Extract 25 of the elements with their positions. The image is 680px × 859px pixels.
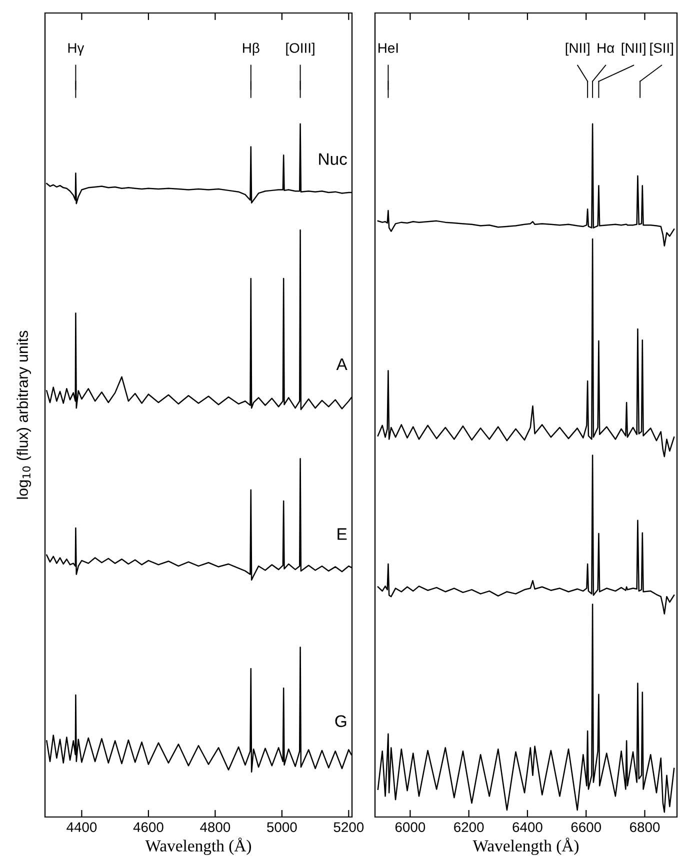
x-axis-title: Wavelength (Å) [472, 838, 579, 855]
annotation: HeI [378, 43, 398, 53]
annotation: [NII] [566, 42, 590, 56]
series-label: G [335, 715, 346, 728]
series-label: Nuc [319, 153, 347, 165]
x-axis-title: Wavelength (Å) [145, 838, 252, 855]
series-label: A [336, 358, 348, 370]
x-tick-label: 6800 [630, 822, 660, 832]
x-tick-label: 5000 [267, 822, 297, 832]
series-label: E [338, 528, 347, 540]
annotation: [OIII] [286, 42, 314, 56]
annotation: Hα [598, 43, 614, 53]
x-tick-label: 6200 [454, 822, 484, 832]
x-tick-label: 6000 [395, 822, 426, 832]
annotation: Hβ [243, 42, 260, 56]
annotation: [SII] [650, 42, 673, 56]
x-tick-label: 4600 [133, 822, 164, 832]
x-tick-label: 6600 [571, 822, 602, 832]
y-axis-title: log$_{10}$ (flux) arbitrary units [16, 330, 31, 499]
annotation: Hγ [68, 43, 84, 56]
annotation: [NII] [622, 42, 646, 56]
x-tick-label: 4400 [66, 822, 97, 832]
x-tick-label: 4800 [200, 822, 230, 832]
x-tick-label: 6400 [512, 822, 542, 832]
x-tick-label: 5200 [334, 822, 364, 832]
